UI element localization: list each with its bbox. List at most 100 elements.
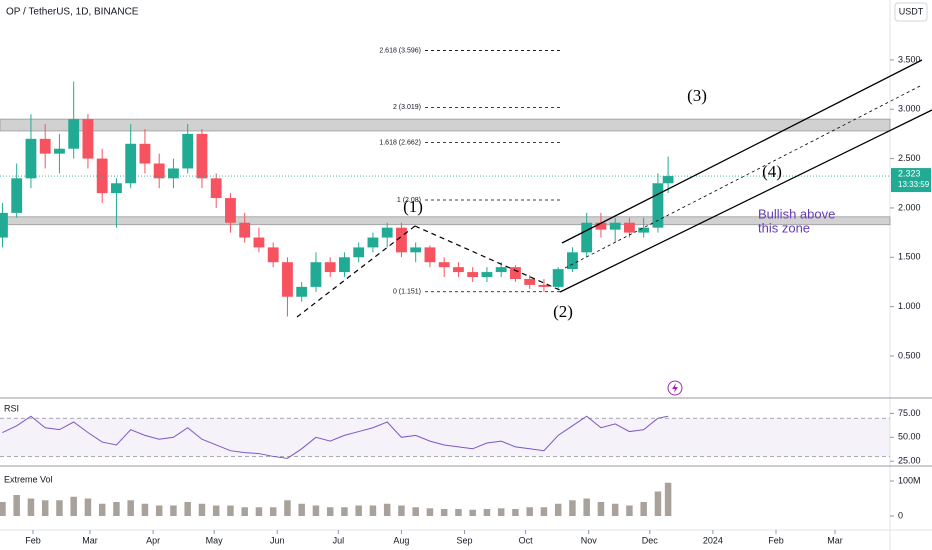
candle-body (339, 257, 350, 273)
volume-bar (70, 496, 77, 517)
zone (0, 118, 891, 132)
candle-body (82, 119, 94, 159)
volume-bar (141, 503, 149, 517)
candle-body (481, 272, 493, 278)
y-tick-label: 3.500 (898, 54, 921, 64)
candle-body (111, 183, 122, 194)
volume-bar (56, 500, 63, 517)
price-tag (891, 168, 931, 193)
volume-bar (440, 509, 448, 517)
volume-bar (626, 505, 633, 517)
x-tick-label: Sep (457, 535, 473, 545)
volume-bar (98, 503, 106, 517)
volume-bar (654, 491, 662, 517)
volume-bar (412, 507, 419, 517)
volume-bar (569, 500, 576, 517)
y-tick-label: 2.000 (898, 202, 921, 212)
fib-label: 2.618 (3.596) (379, 47, 421, 54)
currency: USDT (899, 6, 924, 16)
candle-body (267, 247, 279, 263)
currency-box[interactable] (894, 2, 928, 22)
candle-body (396, 227, 407, 253)
volume-bar (526, 507, 533, 517)
candle-body (168, 168, 179, 179)
candle-body (353, 247, 365, 258)
volume-bar (583, 498, 590, 517)
volume-bar (355, 505, 362, 517)
note: Bullish above (758, 206, 835, 221)
volume-tick-label: 0 (898, 510, 903, 520)
candle-body (68, 119, 80, 149)
fib-label: 1 (2.08) (397, 197, 421, 204)
volume-bar (341, 507, 348, 517)
volume-bar (0, 502, 6, 517)
countdown: 13:33:59 (898, 180, 930, 189)
candle-body (524, 278, 536, 285)
volume-bar (255, 507, 263, 517)
volume-bar (554, 503, 562, 517)
volume-tick-label: 100M (898, 475, 921, 485)
candle-body (662, 176, 674, 184)
candle-body (595, 222, 607, 230)
candle-body (296, 286, 308, 297)
volume-bar (540, 507, 548, 517)
candle-body (25, 138, 37, 179)
fib-label: 2 (3.019) (393, 104, 421, 111)
wave-leg (296, 225, 416, 318)
price-tag-value: 2.323 (898, 168, 921, 178)
x-tick-label: Apr (146, 535, 160, 545)
candle-body (210, 178, 222, 199)
candle-body (367, 237, 379, 248)
candle-body (609, 222, 621, 230)
x-tick-label: Feb (768, 535, 784, 545)
volume-bar (369, 505, 377, 517)
candle-body (125, 143, 137, 184)
volume-bar (27, 498, 35, 517)
volume-bar (455, 509, 462, 517)
y-tick-label: 0.500 (898, 350, 921, 360)
rsi-tick-label: 75.00 (898, 408, 921, 418)
channel-mid (564, 84, 923, 269)
volume-bar (497, 508, 505, 517)
x-tick-label: Jul (333, 535, 345, 545)
volume-bar (512, 509, 519, 517)
fib-label: 1.618 (2.662) (379, 139, 421, 146)
candle-body (581, 222, 593, 253)
candle-body (282, 262, 293, 297)
candle-body (624, 222, 635, 233)
chart-title: OP / TetherUS, 1D, BINANCE (6, 7, 139, 18)
wave-label: (1) (403, 197, 423, 216)
volume-bar (640, 502, 647, 517)
wave-label: (4) (762, 162, 782, 181)
x-tick-label: 2024 (703, 535, 723, 545)
wave-label: (3) (687, 86, 707, 105)
volume-bar (312, 505, 320, 517)
x-tick-label: Jun (270, 535, 285, 545)
candle-body (652, 183, 664, 228)
x-tick-label: Dec (642, 535, 659, 545)
volume-bar (13, 495, 20, 517)
volume-bar (398, 505, 405, 517)
candle-body (453, 267, 464, 273)
channel-lower (559, 109, 932, 293)
y-tick-label: 2.500 (898, 153, 921, 163)
candle-body (552, 269, 564, 287)
fib-label: 0 (1.151) (393, 289, 421, 296)
candle-body (424, 247, 436, 263)
candle-body (54, 148, 65, 154)
candle-body (324, 262, 336, 273)
x-tick-label: Feb (25, 535, 41, 545)
zone (0, 216, 891, 226)
channel-upper (561, 59, 923, 244)
candle-body (11, 178, 23, 213)
volume-bar (597, 502, 605, 517)
rsi-line (2, 415, 669, 459)
volume-bar (227, 505, 234, 517)
volume-bar (298, 503, 305, 517)
volume-bar (269, 507, 277, 517)
volume-bar (284, 500, 291, 517)
rsi-title: RSI (4, 403, 19, 413)
volume-bar (198, 503, 206, 517)
candle-body (567, 252, 578, 270)
